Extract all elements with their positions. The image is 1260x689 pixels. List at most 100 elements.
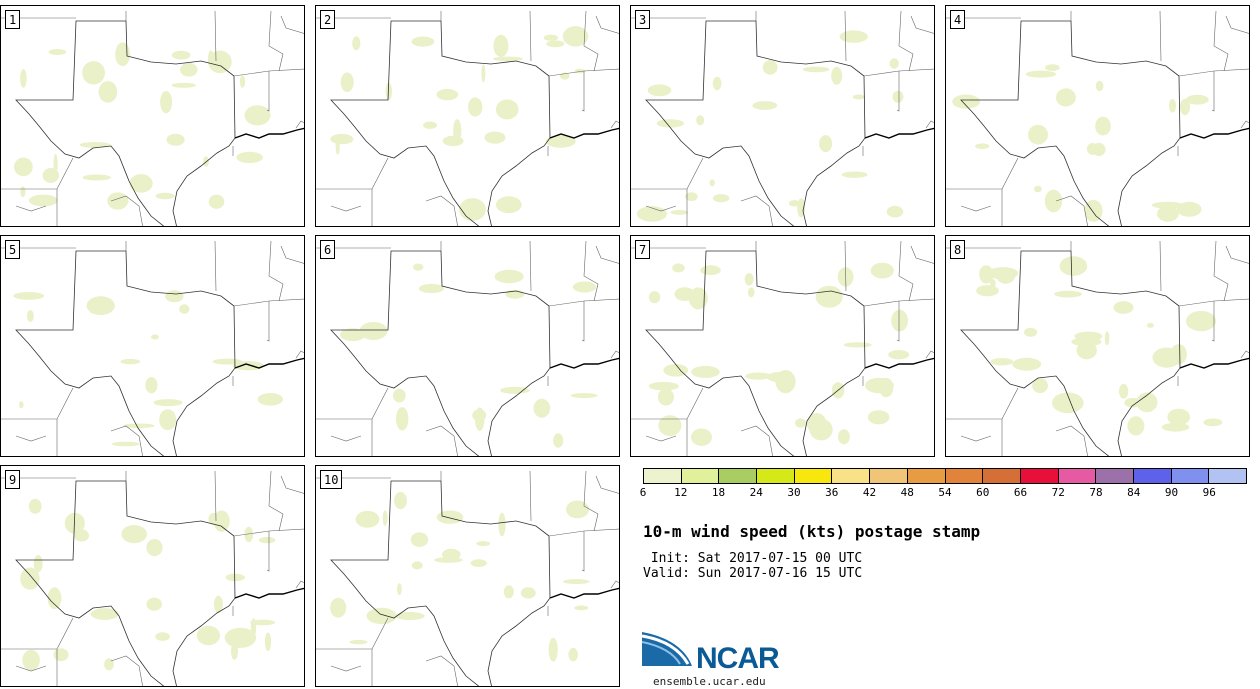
state-border xyxy=(863,68,934,77)
state-border xyxy=(233,298,304,307)
state-border xyxy=(295,120,304,129)
wind-area xyxy=(545,135,576,148)
state-border xyxy=(268,240,284,302)
map-4 xyxy=(946,10,1249,226)
wind-area xyxy=(196,625,220,646)
state-border xyxy=(946,157,1019,190)
colorbar-segment xyxy=(1096,469,1134,483)
wind-area xyxy=(747,287,755,298)
wind-area xyxy=(468,97,483,117)
wind-area xyxy=(330,597,347,618)
wind-area xyxy=(64,512,85,534)
wind-area xyxy=(90,608,119,620)
state-border xyxy=(425,195,458,226)
panel-number: 5 xyxy=(5,240,21,259)
map-7 xyxy=(631,240,934,456)
texas-border xyxy=(330,20,551,226)
texas-border xyxy=(960,250,1181,456)
colorbar-segment xyxy=(1171,469,1210,483)
wind-area xyxy=(104,658,114,671)
coastline xyxy=(1179,357,1249,369)
state-border xyxy=(15,665,47,672)
wind-area xyxy=(1157,205,1179,222)
wind-area xyxy=(562,579,590,585)
wind-area xyxy=(819,135,833,153)
wind-area xyxy=(1186,310,1216,332)
wind-area xyxy=(171,50,191,60)
wind-area xyxy=(155,192,175,200)
state-border xyxy=(844,10,847,62)
wind-area xyxy=(225,573,245,582)
state-border xyxy=(844,240,847,292)
wind-area xyxy=(22,649,40,671)
colorbar-segment xyxy=(1209,469,1246,483)
colorbar-tick-label: 84 xyxy=(1127,486,1141,499)
state-border xyxy=(1055,195,1088,226)
state-border xyxy=(280,15,304,34)
state-border xyxy=(645,205,677,212)
state-border xyxy=(268,470,284,532)
wind-area xyxy=(340,72,354,93)
colorbar-tick-label: 48 xyxy=(900,486,914,499)
wind-area xyxy=(236,151,263,163)
wind-area xyxy=(1118,383,1129,399)
wind-area xyxy=(82,174,111,181)
panel-number: 7 xyxy=(635,240,651,259)
wind-area xyxy=(1127,416,1145,436)
wind-area xyxy=(670,210,689,215)
state-border xyxy=(1225,15,1249,34)
wind-area xyxy=(98,81,118,103)
state-border xyxy=(581,71,585,112)
wind-area xyxy=(155,632,170,641)
wind-area xyxy=(14,157,33,177)
wind-area xyxy=(852,94,866,100)
wind-area xyxy=(244,526,254,543)
colorbar-segment xyxy=(1058,469,1097,483)
wind-area xyxy=(494,269,524,284)
wind-area xyxy=(888,350,910,360)
state-border xyxy=(233,68,304,77)
chart-title: 10-m wind speed (kts) postage stamp xyxy=(643,522,981,541)
state-border xyxy=(898,240,914,302)
wind-area xyxy=(865,377,894,394)
wind-area xyxy=(503,585,514,599)
coastline xyxy=(1179,127,1249,139)
init-time: Init: Sat 2017-07-15 00 UTC xyxy=(643,551,863,566)
wind-area xyxy=(870,262,894,279)
texas-border xyxy=(330,250,551,456)
coastline xyxy=(234,127,304,139)
wind-area xyxy=(476,541,491,547)
wind-area xyxy=(990,358,1014,366)
wind-area xyxy=(815,285,843,308)
panel-number: 3 xyxy=(635,10,651,29)
wind-area xyxy=(1124,397,1142,408)
wind-area xyxy=(472,409,487,422)
colorbar-tick-label: 36 xyxy=(825,486,839,499)
wind-area xyxy=(1185,94,1209,105)
wind-area xyxy=(795,418,806,428)
state-border xyxy=(529,470,532,522)
state-border xyxy=(583,10,599,72)
state-border xyxy=(330,665,362,672)
wind-area xyxy=(647,84,672,97)
state-border xyxy=(1178,68,1249,77)
wind-area xyxy=(1034,185,1042,193)
wind-area xyxy=(1084,199,1103,222)
state-border xyxy=(1,157,74,190)
wind-area xyxy=(436,510,464,524)
state-border xyxy=(266,71,270,112)
state-border xyxy=(214,240,217,292)
wind-area xyxy=(685,192,698,202)
wind-area xyxy=(492,56,523,62)
wind-area xyxy=(166,133,185,146)
texas-border xyxy=(645,250,866,456)
wind-area xyxy=(394,492,407,510)
map-10 xyxy=(316,470,619,686)
colorbar-segment xyxy=(1020,469,1059,483)
ncar-logo-text: NCAR xyxy=(696,642,780,675)
wind-area xyxy=(648,291,661,304)
state-border xyxy=(595,15,619,34)
wind-area xyxy=(672,263,685,273)
wind-area xyxy=(153,399,183,407)
wind-area xyxy=(410,532,429,547)
